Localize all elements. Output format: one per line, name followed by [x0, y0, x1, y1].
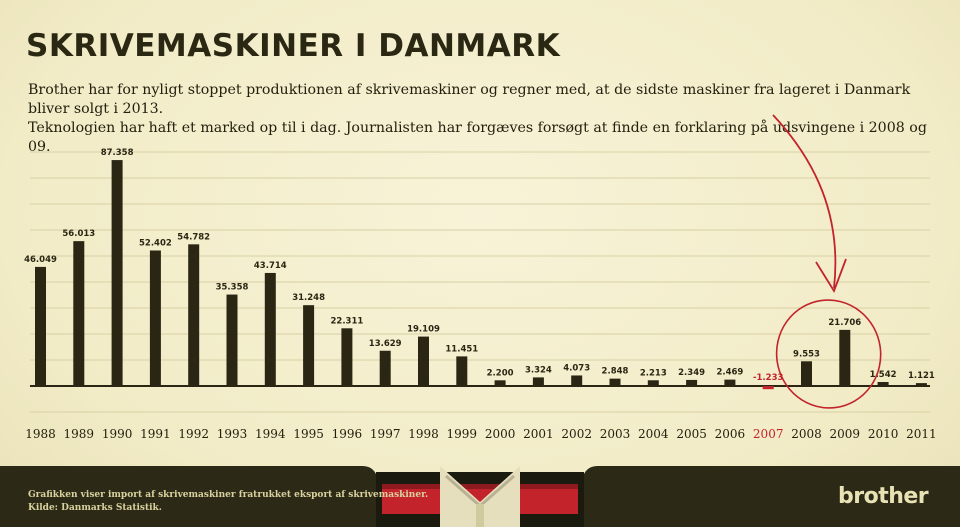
bar-chart: 46.049 1988 56.013 1989 87.358 1990 52.402 1991… [24, 114, 937, 441]
bar [724, 379, 736, 386]
data-label: 11.451 [445, 344, 478, 354]
bar [801, 361, 812, 386]
bar [73, 241, 85, 386]
footer-band [0, 466, 960, 527]
data-label: 52.402 [139, 238, 172, 248]
bar [762, 386, 774, 390]
bar [915, 383, 927, 386]
bar [418, 336, 429, 386]
data-label: 19.109 [407, 325, 440, 335]
brother-logo: brother [838, 484, 929, 509]
x-tick-label: 1999 [447, 427, 478, 441]
page-title: SKRIVEMASKINER I DANMARK [26, 28, 561, 64]
x-tick-label: 2001 [523, 427, 554, 441]
typewriter-paper [440, 466, 520, 527]
footer-source: Kilde: Danmarks Statistik. [28, 503, 162, 513]
data-label: 2.848 [602, 367, 629, 377]
bar [35, 266, 46, 386]
data-label: 9.553 [793, 349, 820, 359]
bar [303, 305, 315, 386]
x-tick-label: 2005 [676, 427, 707, 441]
x-tick-label: 2007 [753, 427, 784, 441]
x-tick-label: 2003 [600, 427, 631, 441]
bar [686, 379, 698, 386]
data-label: 31.248 [292, 293, 325, 303]
x-tick-label: 1998 [408, 427, 439, 441]
data-label: 1.121 [908, 371, 935, 381]
bar [226, 294, 238, 386]
x-tick-label: 2010 [868, 427, 899, 441]
data-label: 13.629 [369, 339, 402, 349]
x-tick-label: 1990 [102, 427, 133, 441]
x-tick-label: 2002 [561, 427, 592, 441]
bar [839, 329, 851, 386]
data-label: 87.358 [101, 148, 134, 158]
data-label: 2.349 [678, 368, 705, 378]
data-label: 2.200 [487, 368, 514, 378]
bar [264, 272, 276, 386]
x-tick-label: 1996 [332, 427, 363, 441]
x-tick-label: 1988 [25, 427, 56, 441]
footer-note-line-1: Grafikken viser import af skrivemaskiner… [28, 490, 429, 500]
annotation-arrow [772, 114, 837, 289]
data-label: 43.714 [254, 261, 287, 271]
data-label: 4.073 [563, 363, 590, 373]
x-tick-label: 1994 [255, 427, 286, 441]
bar [456, 356, 468, 386]
bar [379, 350, 391, 386]
bar [609, 378, 621, 386]
data-label: -1.233 [753, 373, 783, 383]
x-tick-label: 2008 [791, 427, 822, 441]
x-tick-label: 1995 [293, 427, 324, 441]
data-label: 21.706 [828, 318, 861, 328]
data-label: 35.358 [216, 283, 249, 293]
bar [571, 375, 583, 386]
subtitle: Brother har for nyligt stoppet produktio… [28, 81, 928, 157]
data-label: 54.782 [177, 232, 210, 242]
bar [877, 382, 889, 386]
bar [494, 380, 506, 386]
footer-left-panel [0, 466, 380, 527]
x-tick-label: 2011 [906, 427, 937, 441]
x-tick-label: 1989 [64, 427, 95, 441]
x-tick-label: 2006 [715, 427, 746, 441]
bar [341, 328, 353, 386]
bar [149, 250, 161, 386]
annotation-circle [775, 299, 882, 409]
x-tick-label: 2009 [830, 427, 861, 441]
footer-note: Grafikken viser import af skrivemaskiner… [28, 489, 428, 515]
subtitle-line-1: Brother har for nyligt stoppet produktio… [28, 82, 911, 117]
bar [647, 380, 659, 386]
data-label: 2.469 [716, 368, 743, 378]
footer-right-panel [580, 466, 960, 527]
bar [111, 160, 123, 386]
data-label: 3.324 [525, 365, 552, 375]
data-label: 2.213 [640, 368, 667, 378]
data-label: 22.311 [330, 316, 363, 326]
bar [532, 377, 544, 386]
data-label: 46.049 [24, 255, 57, 265]
data-label: 56.013 [62, 229, 95, 239]
data-label: 1.542 [870, 370, 897, 380]
x-tick-label: 1992 [178, 427, 209, 441]
annotation-arrowhead [815, 258, 847, 294]
x-tick-label: 1997 [370, 427, 401, 441]
x-tick-label: 1993 [217, 427, 248, 441]
bar [188, 244, 200, 386]
subtitle-line-2: Teknologien har haft et marked op til i … [28, 120, 927, 155]
x-tick-label: 1991 [140, 427, 171, 441]
x-tick-label: 2004 [638, 427, 669, 441]
x-tick-label: 2000 [485, 427, 516, 441]
